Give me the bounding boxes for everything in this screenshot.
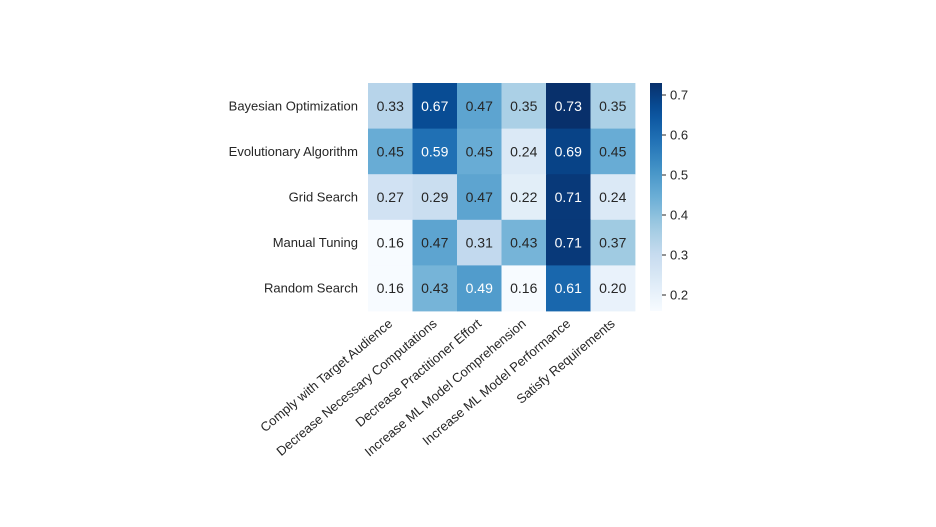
cell-value-label: 0.16: [510, 280, 537, 296]
colorbar: 0.2 0.3 0.4 0.5 0.6 0.7: [650, 83, 688, 311]
heatmap-cells: 0.33 0.67 0.47 0.35 0.73 0.35 0.45 0.59 0.45 0.24…: [368, 83, 636, 312]
cell-value-label: 0.24: [599, 189, 626, 205]
row-tick-label: Bayesian Optimization: [229, 98, 358, 113]
colorbar-tick-label: 0.4: [670, 208, 688, 223]
row-tick-label: Random Search: [264, 281, 358, 296]
row-tick-label: Evolutionary Algorithm: [229, 144, 358, 159]
cell-value-label: 0.47: [466, 189, 493, 205]
cell-value-label: 0.29: [421, 189, 448, 205]
heatmap-cell: [368, 219, 413, 266]
heatmap-cell: [546, 265, 591, 312]
heatmap-cell: [546, 83, 591, 129]
heatmap-cell: [412, 219, 458, 266]
row-tick-label: Manual Tuning: [273, 235, 358, 250]
cell-value-label: 0.20: [599, 280, 626, 296]
row-labels: Bayesian Optimization Evolutionary Algori…: [229, 98, 358, 295]
cell-value-label: 0.27: [377, 189, 404, 205]
column-tick-label: Decrease Necessary Computations: [273, 315, 440, 458]
heatmap-cell: [457, 83, 502, 129]
cell-value-label: 0.24: [510, 143, 537, 159]
heatmap-cell: [457, 128, 502, 175]
heatmap-cell: [590, 174, 636, 221]
cell-value-label: 0.47: [421, 235, 448, 251]
heatmap-cell: [457, 174, 502, 221]
cell-value-label: 0.45: [599, 143, 626, 159]
heatmap-cell: [412, 174, 458, 221]
cell-value-label: 0.22: [510, 189, 537, 205]
cell-value-label: 0.67: [421, 98, 448, 114]
cell-value-label: 0.71: [555, 235, 582, 251]
cell-value-label: 0.47: [466, 98, 493, 114]
cell-value-label: 0.16: [377, 280, 404, 296]
colorbar-tick-label: 0.2: [670, 288, 688, 303]
cell-value-label: 0.49: [466, 280, 493, 296]
heatmap-cell: [501, 128, 547, 175]
heatmap-cell: [368, 265, 413, 312]
cell-value-label: 0.35: [599, 98, 626, 114]
cell-value-label: 0.69: [555, 143, 582, 159]
heatmap-cell: [457, 219, 502, 266]
heatmap-cell: [457, 265, 502, 312]
cell-value-label: 0.16: [377, 235, 404, 251]
colorbar-tick-label: 0.5: [670, 168, 688, 183]
heatmap-cell: [501, 219, 547, 266]
cell-value-label: 0.73: [555, 98, 582, 114]
heatmap-cell: [412, 128, 458, 175]
cell-value-label: 0.43: [510, 235, 537, 251]
colorbar-scale: [650, 83, 662, 311]
heatmap-cell: [590, 219, 636, 266]
heatmap-cell: [590, 83, 636, 129]
heatmap-cell: [501, 265, 547, 312]
cell-value-label: 0.59: [421, 143, 448, 159]
cell-value-label: 0.31: [466, 235, 493, 251]
heatmap-cell: [590, 265, 636, 312]
colorbar-tick-label: 0.6: [670, 128, 688, 143]
cell-value-label: 0.71: [555, 189, 582, 205]
cell-value-label: 0.33: [377, 98, 404, 114]
heatmap-cell: [368, 128, 413, 175]
cell-value-label: 0.37: [599, 235, 626, 251]
heatmap-cell: [590, 128, 636, 175]
heatmap-cell: [412, 83, 458, 129]
cell-value-label: 0.43: [421, 280, 448, 296]
cell-value-label: 0.61: [555, 280, 582, 296]
colorbar-tick-label: 0.3: [670, 248, 688, 263]
heatmap-cell: [501, 174, 547, 221]
cell-value-label: 0.45: [377, 143, 404, 159]
row-tick-label: Grid Search: [289, 190, 358, 205]
heatmap-cell: [412, 265, 458, 312]
heatmap-cell: [546, 128, 591, 175]
heatmap-cell: [501, 83, 547, 129]
cell-value-label: 0.35: [510, 98, 537, 114]
heatmap-cell: [546, 219, 591, 266]
cell-value-label: 0.45: [466, 143, 493, 159]
heatmap-cell: [546, 174, 591, 221]
colorbar-tick-label: 0.7: [670, 88, 688, 103]
heatmap-cell: [368, 174, 413, 221]
heatmap-cell: [368, 83, 413, 129]
column-tick-label: Increase ML Model Comprehension: [362, 316, 529, 460]
